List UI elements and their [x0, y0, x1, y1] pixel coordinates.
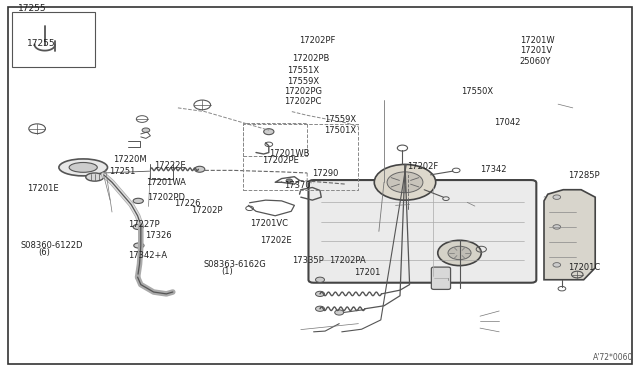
Circle shape [316, 277, 324, 282]
Text: 17202PD: 17202PD [147, 193, 185, 202]
Text: 17559X: 17559X [324, 115, 356, 124]
Text: 17201VC: 17201VC [250, 219, 287, 228]
Text: 17370: 17370 [284, 181, 311, 190]
Circle shape [448, 246, 471, 260]
Text: S08360-6122D: S08360-6122D [20, 241, 83, 250]
Text: (6): (6) [38, 248, 51, 257]
Circle shape [553, 263, 561, 267]
Text: 17202PC: 17202PC [284, 97, 321, 106]
Circle shape [142, 128, 150, 132]
Text: 17222E: 17222E [154, 161, 185, 170]
Text: 17326: 17326 [145, 231, 172, 240]
FancyBboxPatch shape [431, 267, 451, 289]
Circle shape [553, 195, 561, 199]
Circle shape [387, 172, 423, 193]
Ellipse shape [133, 198, 143, 203]
Text: 17201E: 17201E [27, 185, 58, 193]
Text: 17335P: 17335P [292, 256, 324, 265]
Circle shape [286, 179, 292, 183]
Circle shape [335, 310, 344, 315]
Text: S08363-6162G: S08363-6162G [204, 260, 266, 269]
Text: 17201W: 17201W [520, 36, 554, 45]
Text: A'72*0060: A'72*0060 [593, 353, 634, 362]
Text: 17551X: 17551X [287, 66, 319, 75]
Ellipse shape [442, 201, 475, 212]
Text: 17342+A: 17342+A [128, 251, 167, 260]
Text: 17201: 17201 [355, 268, 381, 277]
Text: 17220M: 17220M [113, 155, 147, 164]
Circle shape [195, 166, 205, 172]
Circle shape [374, 164, 436, 200]
Text: 17202PG: 17202PG [284, 87, 322, 96]
Text: 17201WA: 17201WA [146, 178, 186, 187]
Text: 17202PB: 17202PB [292, 54, 329, 62]
Text: 17201C: 17201C [568, 263, 600, 272]
Text: 17255: 17255 [18, 4, 47, 13]
Text: 17255: 17255 [27, 39, 56, 48]
Text: 17202E: 17202E [260, 236, 291, 245]
Circle shape [553, 225, 561, 229]
Text: 17251: 17251 [109, 167, 135, 176]
Text: 17202PE: 17202PE [262, 156, 299, 165]
Circle shape [438, 240, 481, 266]
Ellipse shape [133, 224, 143, 230]
Ellipse shape [69, 163, 97, 172]
Text: 17227P: 17227P [128, 220, 159, 229]
Text: 17042: 17042 [494, 118, 520, 126]
Text: 17342: 17342 [480, 165, 506, 174]
Text: 17550X: 17550X [461, 87, 493, 96]
Ellipse shape [134, 243, 144, 248]
FancyBboxPatch shape [308, 180, 536, 283]
Text: 17202F: 17202F [407, 162, 438, 171]
Circle shape [316, 306, 324, 311]
Text: 17501X: 17501X [324, 126, 356, 135]
Ellipse shape [59, 159, 108, 176]
Text: 17290: 17290 [312, 169, 339, 178]
Ellipse shape [395, 200, 422, 209]
Text: 17202PF: 17202PF [300, 36, 336, 45]
Polygon shape [544, 190, 595, 280]
Text: 17285P: 17285P [568, 171, 600, 180]
Ellipse shape [86, 173, 104, 181]
Text: 17202PA: 17202PA [329, 256, 365, 265]
Text: 17202P: 17202P [191, 206, 222, 215]
Circle shape [264, 129, 274, 135]
Circle shape [316, 291, 324, 296]
Text: (1): (1) [221, 267, 233, 276]
Text: 17201WB: 17201WB [269, 149, 309, 158]
Text: 17226: 17226 [174, 199, 200, 208]
Text: 25060Y: 25060Y [520, 57, 551, 65]
Text: 17559X: 17559X [287, 77, 319, 86]
Text: 17201V: 17201V [520, 46, 552, 55]
